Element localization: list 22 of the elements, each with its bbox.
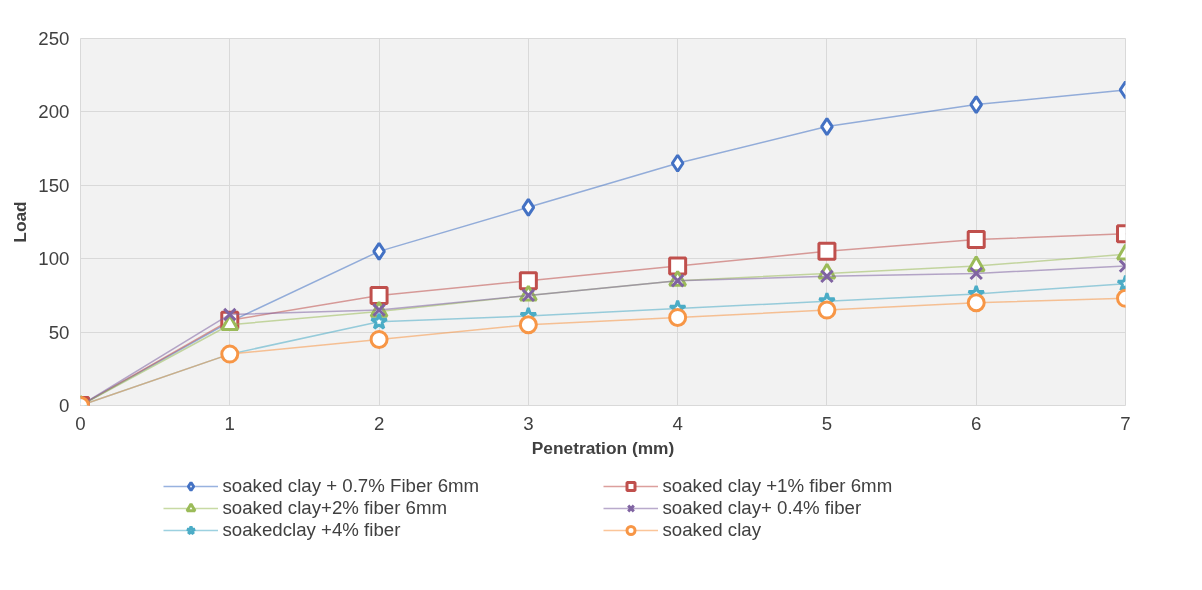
y-tick-label: 50 [48,321,70,343]
x-tick-label: 4 [672,412,683,434]
y-tick-label: 100 [38,248,70,270]
legend-label: soakedclay +4% fiber [222,518,402,541]
legend-label: soaked clay+ 0.4% fiber [662,496,863,519]
legend-label: soaked clay + 0.7% Fiber 6mm [222,474,481,497]
y-tick-label: 200 [38,101,70,123]
y-tick-label: 0 [59,395,70,416]
legend-label: soaked clay+2% fiber 6mm [222,496,448,519]
y-tick-label: 150 [38,174,70,196]
y-axis-title: Load [10,201,31,243]
y-tick-label: 250 [38,28,70,49]
x-tick-label: 5 [821,412,833,434]
x-tick-label: 0 [75,412,86,434]
x-axis-title: Penetration (mm) [531,437,675,458]
x-tick-label: 7 [1120,412,1131,434]
x-tick-label: 1 [224,412,235,434]
x-tick-label: 3 [523,412,534,434]
x-tick-label: 2 [373,412,385,434]
legend-label: soaked clay [662,518,763,541]
legend-label: soaked clay +1% fiber 6mm [662,474,894,497]
x-tick-label: 6 [971,412,982,434]
